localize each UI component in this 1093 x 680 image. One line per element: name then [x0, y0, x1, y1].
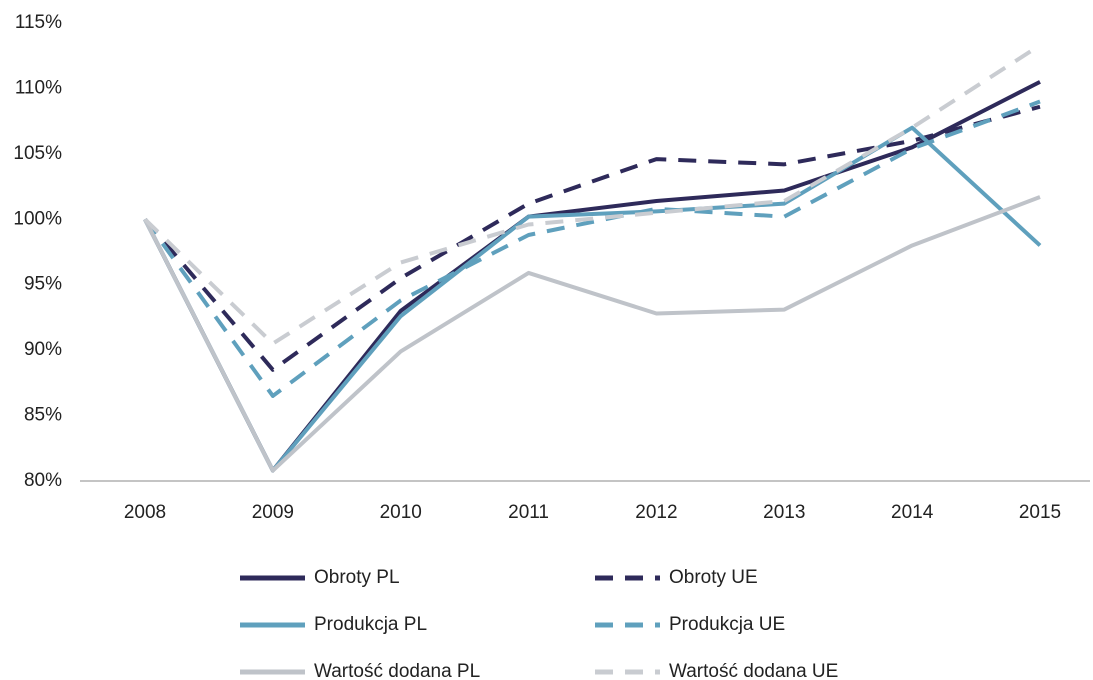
- y-tick-label: 95%: [24, 274, 62, 295]
- y-tick-label: 90%: [24, 339, 62, 360]
- legend-label: Obroty UE: [669, 567, 758, 588]
- series-line: [143, 99, 1041, 398]
- x-tick-label: 2011: [508, 502, 549, 523]
- y-tick-label: 110%: [15, 77, 62, 98]
- x-tick-label: 2015: [1019, 502, 1061, 523]
- series-line: [143, 104, 1041, 372]
- legend-label: Obroty PL: [314, 567, 400, 588]
- x-tick-label: 2010: [380, 502, 422, 523]
- y-tick-label: 105%: [13, 143, 62, 164]
- series-line: [143, 125, 1042, 473]
- legend-label: Wartość dodana UE: [669, 661, 838, 680]
- legend-label: Wartość dodana PL: [314, 661, 480, 680]
- x-tick-label: 2009: [252, 502, 294, 523]
- series-line: [143, 80, 1041, 473]
- x-tick-label: 2013: [763, 502, 805, 523]
- y-tick-label: 80%: [24, 470, 62, 491]
- y-tick-label: 85%: [24, 405, 62, 426]
- y-tick-label: 100%: [13, 208, 62, 229]
- x-tick-label: 2008: [124, 502, 166, 523]
- legend-label: Produkcja PL: [314, 614, 427, 635]
- x-tick-label: 2012: [635, 502, 677, 523]
- legend-label: Produkcja UE: [669, 614, 785, 635]
- x-tick-label: 2014: [891, 502, 934, 523]
- y-tick-label: 115%: [15, 12, 62, 33]
- series-line: [143, 195, 1041, 473]
- series-line: [143, 43, 1042, 346]
